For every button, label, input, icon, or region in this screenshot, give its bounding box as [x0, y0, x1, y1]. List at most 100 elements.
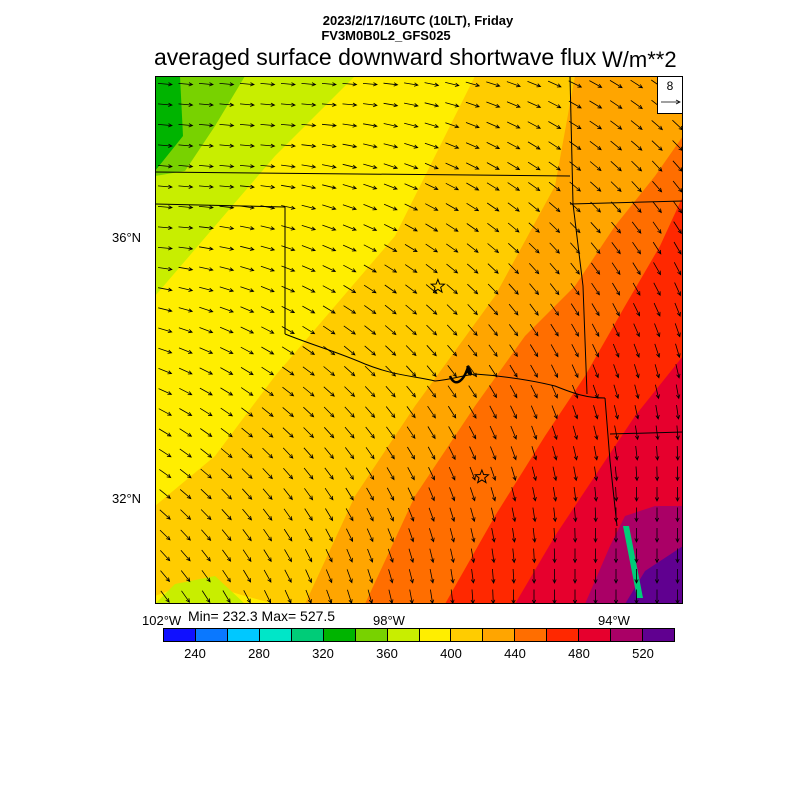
wind-vector-arrow — [282, 386, 295, 397]
wind-vector-arrow — [322, 244, 337, 252]
wind-vector-arrow — [178, 225, 194, 230]
wind-vector-arrow — [282, 447, 294, 459]
wind-vector-arrow — [634, 364, 640, 379]
wind-vector-arrow — [324, 467, 334, 480]
wind-vector-arrow — [323, 366, 336, 377]
wind-vector-arrow — [634, 466, 639, 482]
wind-vector-arrow — [199, 327, 214, 334]
wind-vector-arrow — [486, 162, 500, 170]
wind-vector-arrow — [675, 364, 681, 379]
wind-vector-arrow — [404, 264, 418, 273]
wind-vector-arrow — [429, 569, 435, 584]
wind-vector-arrow — [179, 468, 192, 479]
wind-vector-arrow — [654, 323, 661, 338]
wind-vector-arrow — [408, 569, 414, 584]
wind-vector-arrow — [547, 80, 562, 88]
colorbar-swatch — [643, 629, 674, 641]
wind-vector-arrow — [200, 448, 213, 458]
border-tx-la — [604, 397, 618, 527]
wind-vector-arrow — [572, 548, 578, 564]
wind-vector-arrow — [448, 466, 456, 481]
wind-vector-arrow — [239, 102, 255, 107]
wind-vector-arrow — [322, 224, 337, 231]
wind-vector-arrow — [570, 283, 580, 296]
wind-vector-arrow — [632, 282, 641, 296]
colorbar — [163, 628, 675, 642]
wind-vector-arrow — [591, 282, 600, 296]
wind-vector-arrow — [384, 244, 398, 252]
wind-vector-arrow — [240, 286, 255, 293]
wind-vector-arrow — [548, 181, 561, 192]
wind-vector-arrow — [301, 123, 317, 128]
wind-vector-arrow — [590, 222, 601, 234]
wind-vector-arrow — [303, 447, 314, 459]
wind-vector-arrow — [552, 466, 558, 482]
wind-vector-arrow — [508, 263, 520, 275]
wind-vector-arrow — [486, 101, 501, 108]
wind-vector-arrow — [675, 466, 680, 482]
wind-vector-arrow — [387, 528, 394, 543]
wind-vector-arrow — [345, 467, 354, 481]
wind-vector-arrow — [572, 425, 578, 441]
wind-vector-arrow — [614, 486, 619, 502]
wind-vector-arrow — [344, 406, 355, 418]
wind-vector-arrow — [468, 385, 477, 399]
wind-vector-arrow — [529, 263, 540, 275]
wind-vector-arrow — [280, 102, 296, 107]
wind-vector-arrow — [632, 241, 642, 255]
wind-vector-arrow — [490, 466, 497, 481]
wind-vector-arrow — [491, 528, 496, 543]
wind-vector-arrow — [303, 427, 315, 439]
wind-vector-arrow — [346, 548, 353, 563]
wind-vector-arrow — [404, 163, 419, 170]
wind-vector-arrow — [466, 263, 479, 274]
wind-vector-arrow — [281, 225, 296, 231]
wind-vector-arrow — [221, 509, 232, 521]
wind-vector-arrow — [219, 143, 235, 148]
wind-vector-arrow — [384, 224, 398, 231]
wind-vector-arrow — [260, 143, 276, 148]
wind-vector-arrow — [552, 507, 557, 523]
wind-vector-arrow — [201, 590, 211, 604]
wind-vector-arrow — [284, 589, 292, 604]
wind-vector-arrow — [487, 222, 500, 233]
wind-vector-arrow — [158, 287, 173, 292]
wind-vector-arrow — [445, 182, 460, 191]
wind-vector-arrow — [424, 142, 439, 149]
wind-vector-arrow — [158, 428, 172, 437]
wind-vector-arrow — [363, 183, 378, 190]
wind-vector-arrow — [346, 528, 353, 543]
lon-label-102w: 102°W — [142, 613, 182, 628]
wind-vector-arrow — [363, 102, 378, 108]
wind-vector-arrow — [652, 221, 662, 234]
wind-vector-arrow — [446, 284, 458, 295]
wind-vector-arrow — [408, 528, 415, 543]
wind-vector-arrow — [219, 82, 235, 87]
wind-vector-arrow — [283, 528, 293, 542]
wind-vector-arrow — [655, 405, 660, 420]
wind-vector-arrow — [386, 446, 395, 460]
wind-vector-arrow — [363, 264, 377, 273]
wind-vector-arrow — [219, 102, 235, 107]
wind-vector-arrow — [179, 489, 192, 500]
wind-vector-arrow — [159, 509, 171, 520]
wind-vector-arrow — [572, 405, 579, 420]
wind-vector-arrow — [179, 428, 193, 437]
wind-vector-arrow — [613, 569, 619, 584]
wind-vector-arrow — [342, 163, 358, 169]
wind-vector-arrow — [466, 182, 480, 191]
wind-vector-arrow — [301, 82, 317, 87]
wind-vector-arrow — [367, 569, 374, 584]
wind-vector-arrow — [673, 262, 682, 276]
colorbar-tick-label: 280 — [248, 646, 270, 661]
wind-vector-arrow — [363, 143, 378, 149]
wind-vector-arrow — [260, 225, 276, 231]
wind-vector-arrow — [651, 160, 663, 172]
lat-label-32n: 32°N — [112, 491, 142, 506]
wind-vector-arrow — [549, 242, 560, 254]
wind-vector-arrow — [613, 528, 619, 543]
wind-vector-arrow — [426, 365, 437, 378]
wind-vector-arrow — [198, 184, 214, 189]
wind-vector-arrow — [486, 142, 501, 149]
wind-vector-arrow — [655, 425, 660, 441]
